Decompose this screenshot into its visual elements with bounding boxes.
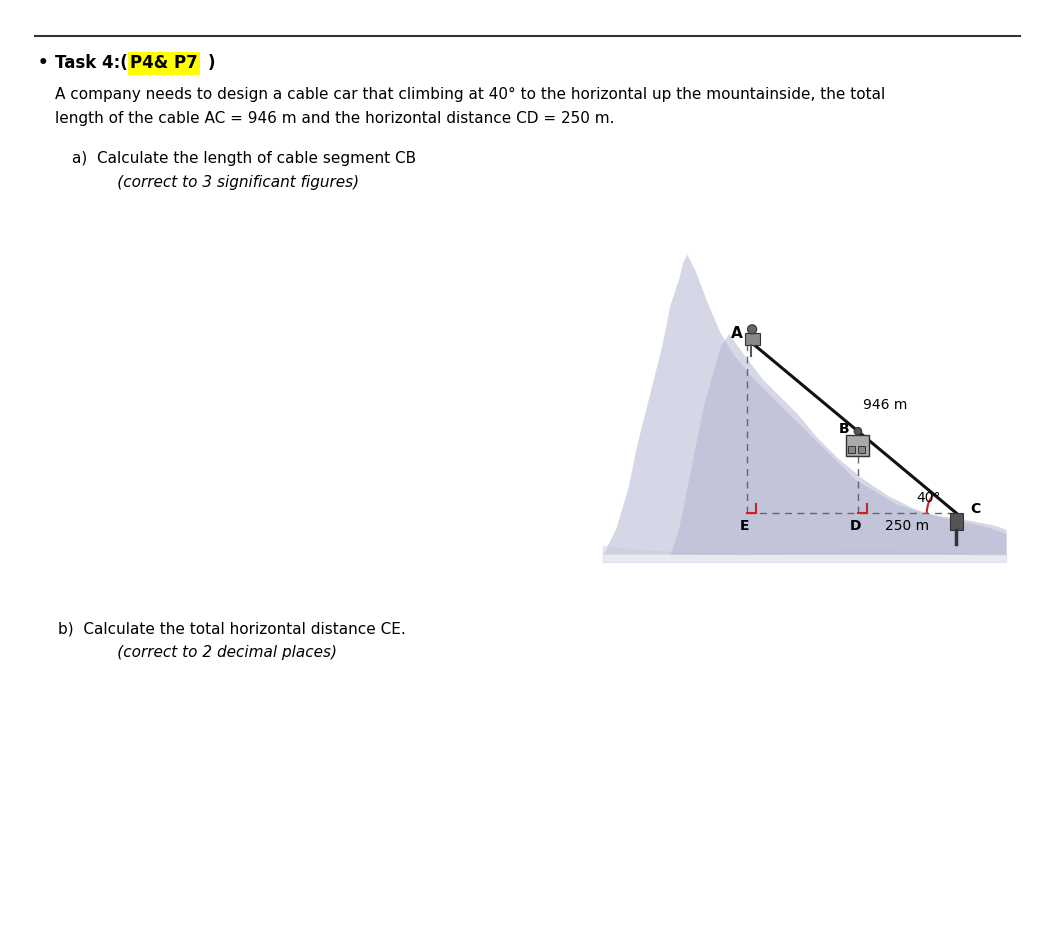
Text: length of the cable AC = 946 m and the horizontal distance CD = 250 m.: length of the cable AC = 946 m and the h… (55, 112, 614, 127)
Bar (848, 446, 856, 452)
Text: A company needs to design a cable car that climbing at 40° to the horizontal up : A company needs to design a cable car th… (55, 87, 885, 101)
Text: Task 4:(: Task 4:( (55, 54, 128, 72)
Text: D: D (850, 519, 862, 533)
Text: B: B (839, 422, 849, 436)
Text: •: • (38, 54, 49, 72)
Text: b)  Calculate the total horizontal distance CE.: b) Calculate the total horizontal distan… (58, 622, 406, 637)
Text: P4& P7: P4& P7 (130, 54, 197, 72)
Text: 946 m: 946 m (863, 398, 907, 412)
Text: 250 m: 250 m (885, 519, 929, 533)
Polygon shape (603, 546, 1006, 563)
Bar (950, 513, 962, 530)
Bar (858, 446, 865, 452)
Text: (correct to 2 decimal places): (correct to 2 decimal places) (88, 645, 337, 660)
Text: C: C (970, 502, 980, 516)
Text: A: A (731, 327, 743, 342)
Text: ): ) (208, 54, 215, 72)
Circle shape (855, 427, 862, 435)
Text: 40°: 40° (917, 492, 941, 506)
Bar (745, 332, 760, 345)
Text: (correct to 3 significant figures): (correct to 3 significant figures) (88, 176, 359, 191)
Polygon shape (671, 334, 1006, 555)
Text: a)  Calculate the length of cable segment CB: a) Calculate the length of cable segment… (72, 152, 416, 167)
Text: E: E (741, 519, 750, 533)
Bar (846, 436, 869, 456)
Circle shape (748, 325, 756, 334)
Polygon shape (603, 255, 1006, 555)
